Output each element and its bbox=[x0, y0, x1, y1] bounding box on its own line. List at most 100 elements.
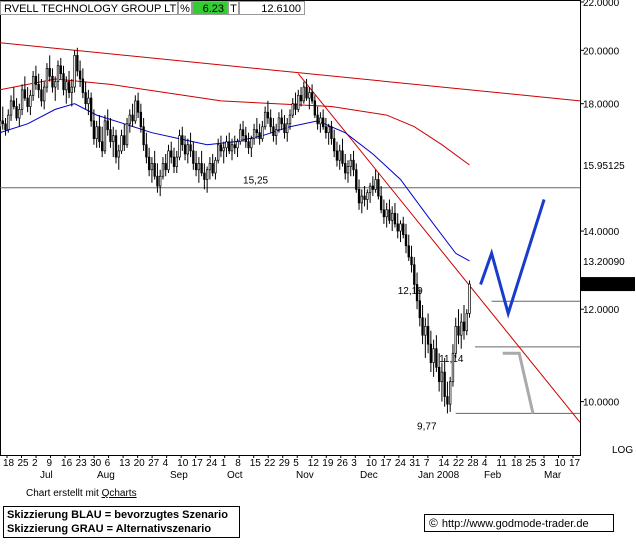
candle-body bbox=[454, 326, 457, 354]
candle-body bbox=[404, 234, 408, 247]
candle-body bbox=[421, 317, 424, 336]
candle-body bbox=[197, 163, 201, 171]
candle-body bbox=[106, 120, 109, 131]
candle-body bbox=[170, 150, 173, 158]
candle-body bbox=[255, 129, 259, 134]
candle-body bbox=[125, 123, 129, 146]
candle-body bbox=[101, 141, 104, 152]
candle-body bbox=[205, 169, 209, 180]
candle-body bbox=[360, 195, 363, 204]
x-day-label: 16 bbox=[61, 458, 73, 469]
y-tick-label: 20.0000 bbox=[583, 46, 620, 57]
candle-body bbox=[103, 120, 107, 152]
candle-body bbox=[236, 141, 239, 149]
y-tick-label: 14.0000 bbox=[583, 227, 620, 238]
candle-body bbox=[308, 92, 311, 99]
price-badge bbox=[581, 157, 635, 172]
x-day-label: 5 bbox=[293, 458, 299, 469]
x-month-label: Oct bbox=[227, 470, 243, 481]
x-day-label: 27 bbox=[148, 458, 160, 469]
percent-label: % bbox=[178, 1, 192, 15]
candle-body bbox=[319, 117, 322, 125]
x-day-label: 15 bbox=[250, 458, 262, 469]
candle-body bbox=[297, 94, 300, 110]
x-day-label: 4 bbox=[163, 458, 169, 469]
candle-body bbox=[109, 129, 112, 143]
candle-body bbox=[366, 192, 369, 200]
x-day-label: 22 bbox=[453, 458, 465, 469]
candle-body bbox=[153, 163, 156, 177]
x-day-label: 9 bbox=[47, 458, 53, 469]
candle-body bbox=[200, 163, 203, 174]
trend-line bbox=[297, 73, 581, 423]
candle-body bbox=[222, 147, 225, 152]
x-day-label: 8 bbox=[235, 458, 241, 469]
candle-body bbox=[429, 343, 433, 363]
price-badge-label: 13.20090 bbox=[583, 257, 625, 268]
level-label: 15,25 bbox=[243, 176, 268, 187]
candle-body bbox=[341, 150, 344, 164]
candle-body bbox=[217, 144, 220, 161]
candle-body bbox=[357, 189, 361, 204]
candle-body bbox=[9, 100, 13, 116]
candle-body bbox=[15, 106, 18, 119]
x-month-label: Sep bbox=[170, 470, 188, 481]
chart-credit: Chart erstellt mit Qcharts bbox=[26, 488, 137, 499]
candle-body bbox=[396, 223, 399, 232]
x-day-label: 17 bbox=[569, 458, 581, 469]
candle-body bbox=[211, 163, 214, 174]
candle-body bbox=[241, 129, 245, 137]
candle-body bbox=[26, 97, 29, 107]
candle-body bbox=[266, 111, 270, 119]
percent-change-value: 6.23 bbox=[192, 1, 228, 15]
copyright-icon: © bbox=[429, 516, 438, 530]
candle-body bbox=[402, 223, 405, 236]
candle-body bbox=[424, 326, 427, 336]
candle-body bbox=[446, 396, 449, 405]
x-day-label: 29 bbox=[279, 458, 291, 469]
x-day-label: 1 bbox=[221, 458, 227, 469]
x-day-label: 25 bbox=[18, 458, 30, 469]
candle-body bbox=[388, 209, 391, 221]
candle-body bbox=[449, 381, 452, 405]
candle-body bbox=[67, 81, 71, 93]
candle-body bbox=[139, 111, 143, 128]
x-day-label: 26 bbox=[337, 458, 349, 469]
candle-body bbox=[313, 100, 317, 116]
qcharts-link[interactable]: Qcharts bbox=[101, 488, 137, 499]
candle-body bbox=[40, 89, 43, 102]
candle-body bbox=[65, 81, 68, 91]
level-label: 9,77 bbox=[417, 421, 437, 432]
y-tick-label: 18.0000 bbox=[583, 100, 620, 111]
candle-body bbox=[131, 114, 134, 122]
candle-body bbox=[183, 144, 187, 155]
candle-body bbox=[261, 126, 264, 140]
x-month-label: Feb bbox=[484, 470, 502, 481]
instrument-name: RVELL TECHNOLOGY GROUP LTD bbox=[0, 1, 178, 15]
trend-line bbox=[0, 42, 581, 102]
candle-body bbox=[48, 68, 51, 77]
website-link[interactable]: © http://www.godmode-trader.de bbox=[424, 514, 614, 532]
candle-body bbox=[159, 175, 162, 187]
x-day-label: 10 bbox=[366, 458, 378, 469]
price-badge-label: 12.6100 bbox=[583, 280, 620, 291]
candle-body bbox=[363, 195, 366, 200]
level-label: 12,19 bbox=[398, 286, 423, 297]
candle-body bbox=[225, 141, 228, 149]
candle-body bbox=[352, 159, 355, 171]
candle-body bbox=[280, 117, 283, 125]
level-label: 11,14 bbox=[439, 354, 464, 365]
candle-body bbox=[286, 123, 289, 134]
candle-body bbox=[192, 150, 195, 164]
candle-body bbox=[250, 138, 253, 149]
candle-body bbox=[194, 163, 198, 171]
candle-body bbox=[460, 321, 463, 336]
candle-body bbox=[136, 100, 140, 113]
candle-body bbox=[432, 348, 435, 363]
candle-body bbox=[20, 89, 24, 110]
log-scale-label: LOG bbox=[612, 445, 633, 456]
candle-body bbox=[244, 135, 247, 143]
candle-body bbox=[4, 123, 7, 131]
candle-body bbox=[178, 135, 181, 158]
